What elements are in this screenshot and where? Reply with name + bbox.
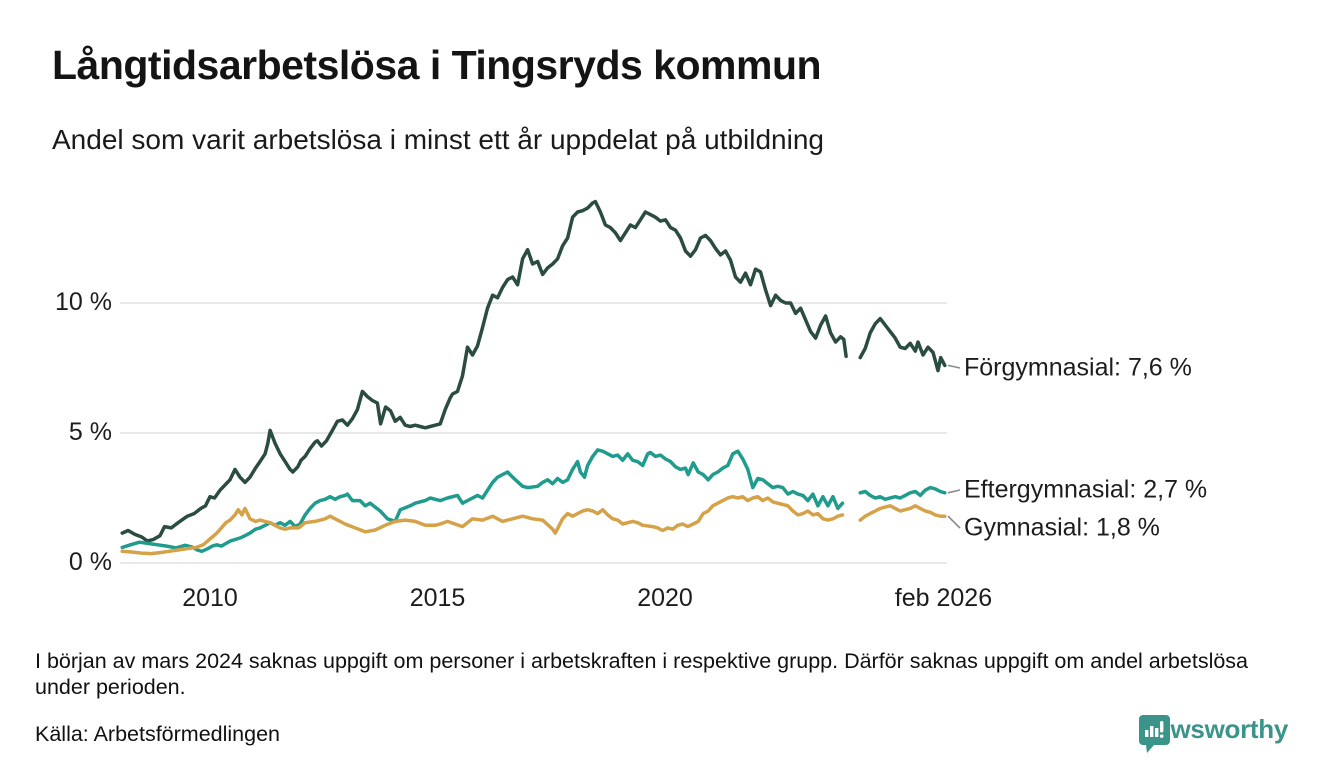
newsworthy-logo: Newsworthy	[1137, 714, 1288, 753]
label-connector-dash	[947, 489, 961, 494]
series-line-förgymnasial	[120, 199, 848, 543]
y-tick-label: 5 %	[68, 417, 112, 446]
y-tick-label: 0 %	[68, 547, 112, 576]
series-end-label-eftergymnasial: Eftergymnasial: 2,7 %	[964, 475, 1208, 504]
y-tick-label: 10 %	[55, 287, 112, 316]
x-tick-label: feb 2026	[894, 584, 993, 612]
x-tick-label: 2010	[182, 584, 238, 612]
series-line-gymnasial	[858, 504, 947, 522]
label-connector-dash	[947, 515, 961, 529]
newsworthy-wordmark: Newsworthy	[1137, 714, 1288, 744]
label-connector-dash	[947, 364, 961, 369]
series-end-label-förgymnasial: Förgymnasial: 7,6 %	[964, 353, 1192, 382]
series-line-eftergymnasial	[120, 448, 845, 554]
footnote: I början av mars 2024 saknas uppgift om …	[35, 649, 1249, 700]
series-line-förgymnasial	[858, 316, 947, 373]
series-end-label-gymnasial: Gymnasial: 1,8 %	[964, 513, 1160, 542]
x-tick-label: 2015	[409, 584, 466, 612]
series-line-eftergymnasial	[858, 485, 947, 502]
source-label: Källa: Arbetsförmedlingen	[35, 722, 281, 746]
page-title: Långtidsarbetslösa i Tingsryds kommun	[52, 42, 822, 88]
page-subtitle: Andel som varit arbetslösa i minst ett å…	[52, 124, 824, 155]
series-line-gymnasial	[120, 494, 845, 556]
x-tick-label: 2020	[637, 584, 693, 612]
